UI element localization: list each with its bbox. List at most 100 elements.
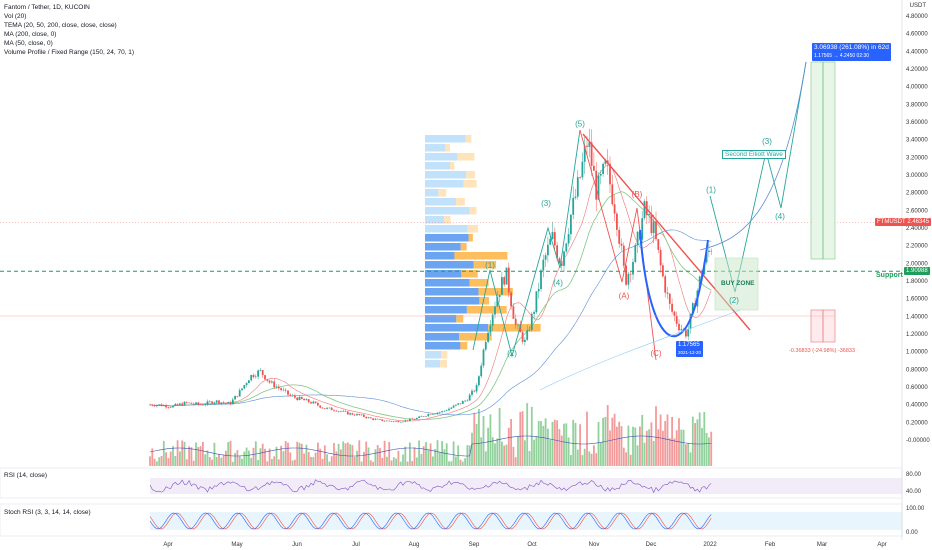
volume-profile-bar [461,270,478,278]
volume-bar [158,457,161,466]
indicator-legend[interactable]: Fantom / Tether, 1D, KUCOIN Vol (20) TEM… [4,3,134,57]
ma200-line [149,229,712,416]
candle-body [399,421,402,423]
price-tick-label: 0.40000 [906,403,928,409]
candle-body [636,231,639,245]
candle-body [236,395,239,397]
volume-bar [310,456,312,466]
volume-profile-bar [441,351,448,359]
volume-profile-bar [425,135,466,143]
volume-bar [317,442,319,466]
candle-body [303,398,305,401]
volume-bar [659,414,662,466]
volume-bar [250,457,253,466]
volume-bar [581,455,584,466]
volume-bar [395,458,397,466]
candle-body [340,411,342,412]
volume-bar [441,441,443,466]
price-tick-label: 2.00000 [906,261,928,267]
volume-bar [264,448,266,466]
volume-bar [298,442,301,466]
volume-bar [570,455,572,466]
volume-profile-bar [479,297,490,305]
candle-body [185,401,188,403]
volume-ma-line [149,435,712,457]
projected-wave-line [709,61,807,293]
volume-bar [289,452,292,466]
candle-body [570,214,572,235]
candle-body [395,421,397,422]
volume-bar [225,450,227,466]
month-tick-label: Jul [352,542,360,548]
volume-profile-bar [468,234,473,242]
volume-bar [514,457,517,466]
volume-profile-bar [425,198,457,206]
candle-body [593,165,595,171]
buy-zone-box [714,257,759,311]
volume-bar [519,411,522,466]
volume-bar [701,427,703,466]
volume-profile-bar [425,171,467,179]
volume-profile-bar [425,342,461,350]
volume-bar [682,429,685,466]
volume-bar [703,412,706,466]
volume-bar [176,440,179,466]
candle-body [282,389,285,391]
candle-body [537,289,540,292]
rsi-label: RSI (14, close) [4,472,47,479]
price-tick-label: 2.20000 [906,244,928,250]
volume-bar [303,453,305,466]
volume-bar [556,420,558,466]
volume-bar [666,414,669,466]
candle-body [314,401,317,404]
candle-body [565,243,568,252]
candle-body [487,332,489,343]
volume-bar [551,421,554,466]
candle-body [259,370,262,371]
wave-label: (5) [575,119,585,128]
candle-body [563,251,565,266]
volume-bar [650,422,653,466]
volume-bar [434,448,437,466]
volume-bar [238,456,241,466]
price-tick-label: 1.00000 [906,350,928,356]
volume-bar [181,440,184,466]
volume-bar [374,449,377,466]
candle-body [666,292,669,294]
volume-bar [282,451,285,466]
candle-body [668,293,671,304]
wave-label: (1) [706,186,716,195]
candle-body [312,401,315,404]
candle-body [680,329,683,331]
second-elliott-wave-label: Second Elliott Wave [722,150,786,159]
candle-body [418,416,420,418]
candle-body [197,402,200,405]
low-box: 1.17565 2021-12-20 [676,341,704,357]
candle-body [342,410,345,412]
candle-body [317,403,319,406]
volume-bar [390,460,393,466]
volume-bar [501,441,503,466]
candle-body [484,342,487,350]
volume-bar [409,442,411,466]
volume-bar [487,427,489,466]
candle-body [618,229,621,244]
volume-bar [574,422,577,466]
candle-body [673,311,676,316]
volume-profile-bar [465,135,472,143]
candle-body [151,404,154,406]
volume-bar [627,425,630,466]
stoch-d-line [149,512,712,530]
volume-profile-bar [425,189,439,197]
candle-body [478,376,480,386]
candle-body [609,163,611,185]
volume-bar [641,414,644,466]
candle-body [675,315,678,324]
volume-bar [480,437,483,466]
volume-bar [459,459,462,466]
volume-bar [215,457,218,466]
volume-bar [266,461,269,466]
candle-body [346,411,349,415]
